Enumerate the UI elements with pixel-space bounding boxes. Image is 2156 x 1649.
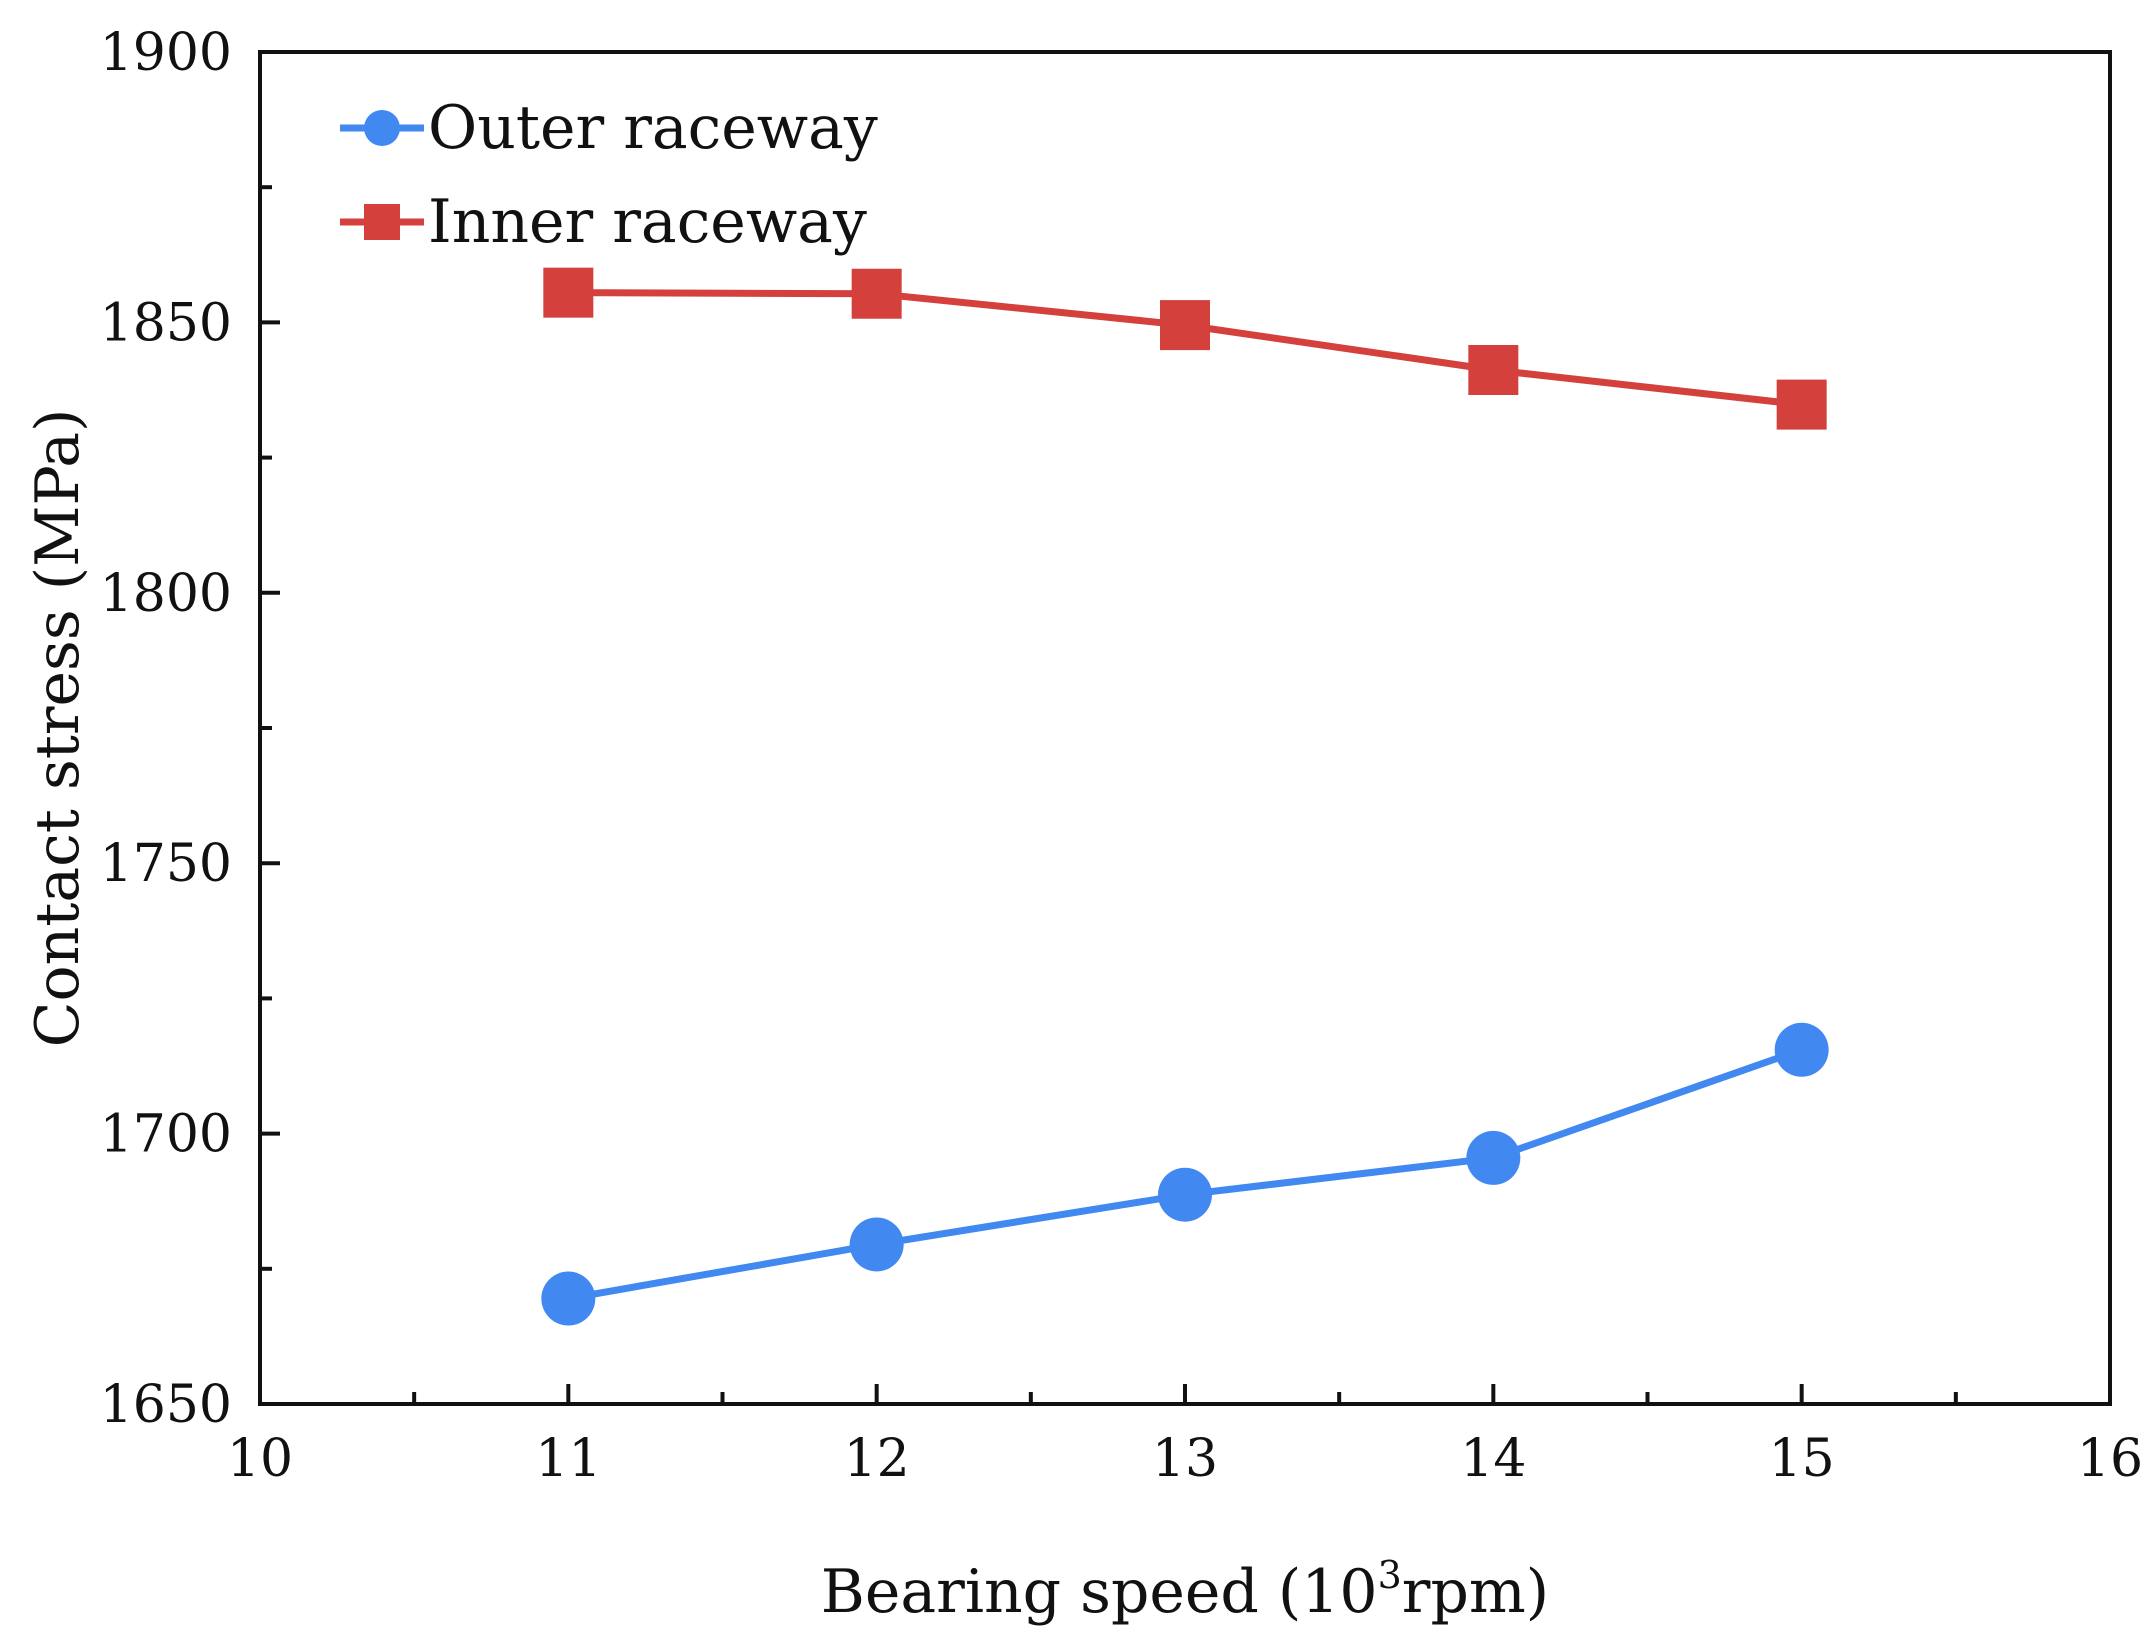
x-axis-title-superscript: 3 xyxy=(1378,1553,1402,1597)
data-point xyxy=(851,268,902,319)
series-layer xyxy=(541,267,1829,1326)
y-tick-label: 1900 xyxy=(100,23,232,83)
y-tick-label: 1750 xyxy=(100,834,232,894)
x-tick-label: 13 xyxy=(1152,1429,1218,1489)
x-tick-label: 14 xyxy=(1460,1429,1526,1489)
legend-label: Outer raceway xyxy=(428,93,878,163)
data-point xyxy=(543,267,594,318)
legend: Outer raceway Inner raceway xyxy=(340,93,878,257)
x-tick-label: 12 xyxy=(844,1429,910,1489)
x-tick-label: 11 xyxy=(535,1429,601,1489)
x-tick-label: 15 xyxy=(1769,1429,1835,1489)
data-point xyxy=(1466,1130,1521,1185)
y-axis-title: Contact stress (MPa) xyxy=(23,409,93,1048)
y-tick-label: 1700 xyxy=(100,1105,232,1165)
data-point xyxy=(1160,300,1210,351)
data-point xyxy=(1158,1167,1212,1222)
data-point xyxy=(1774,1022,1829,1077)
x-tick-label: 16 xyxy=(2077,1429,2143,1489)
data-point xyxy=(1468,344,1519,395)
axis-ticks: 10 11 12 13 14 15 16 1650 1700 1750 1800 1850 1900 xyxy=(100,23,2143,1489)
x-tick-label: 10 xyxy=(227,1429,293,1489)
legend-swatch-marker xyxy=(364,204,400,240)
data-point xyxy=(1776,379,1827,430)
x-axis-title-suffix: rpm) xyxy=(1402,1557,1549,1627)
data-point xyxy=(849,1217,904,1272)
y-tick-label: 1850 xyxy=(100,293,232,353)
data-point xyxy=(541,1271,596,1326)
x-axis-title-prefix: Bearing speed (10 xyxy=(821,1557,1378,1627)
y-tick-label: 1650 xyxy=(100,1375,232,1435)
legend-swatch-marker xyxy=(364,110,400,146)
legend-label: Inner raceway xyxy=(428,187,867,257)
x-axis-title: Bearing speed (103rpm) xyxy=(821,1553,1549,1627)
y-tick-label: 1800 xyxy=(100,564,232,624)
